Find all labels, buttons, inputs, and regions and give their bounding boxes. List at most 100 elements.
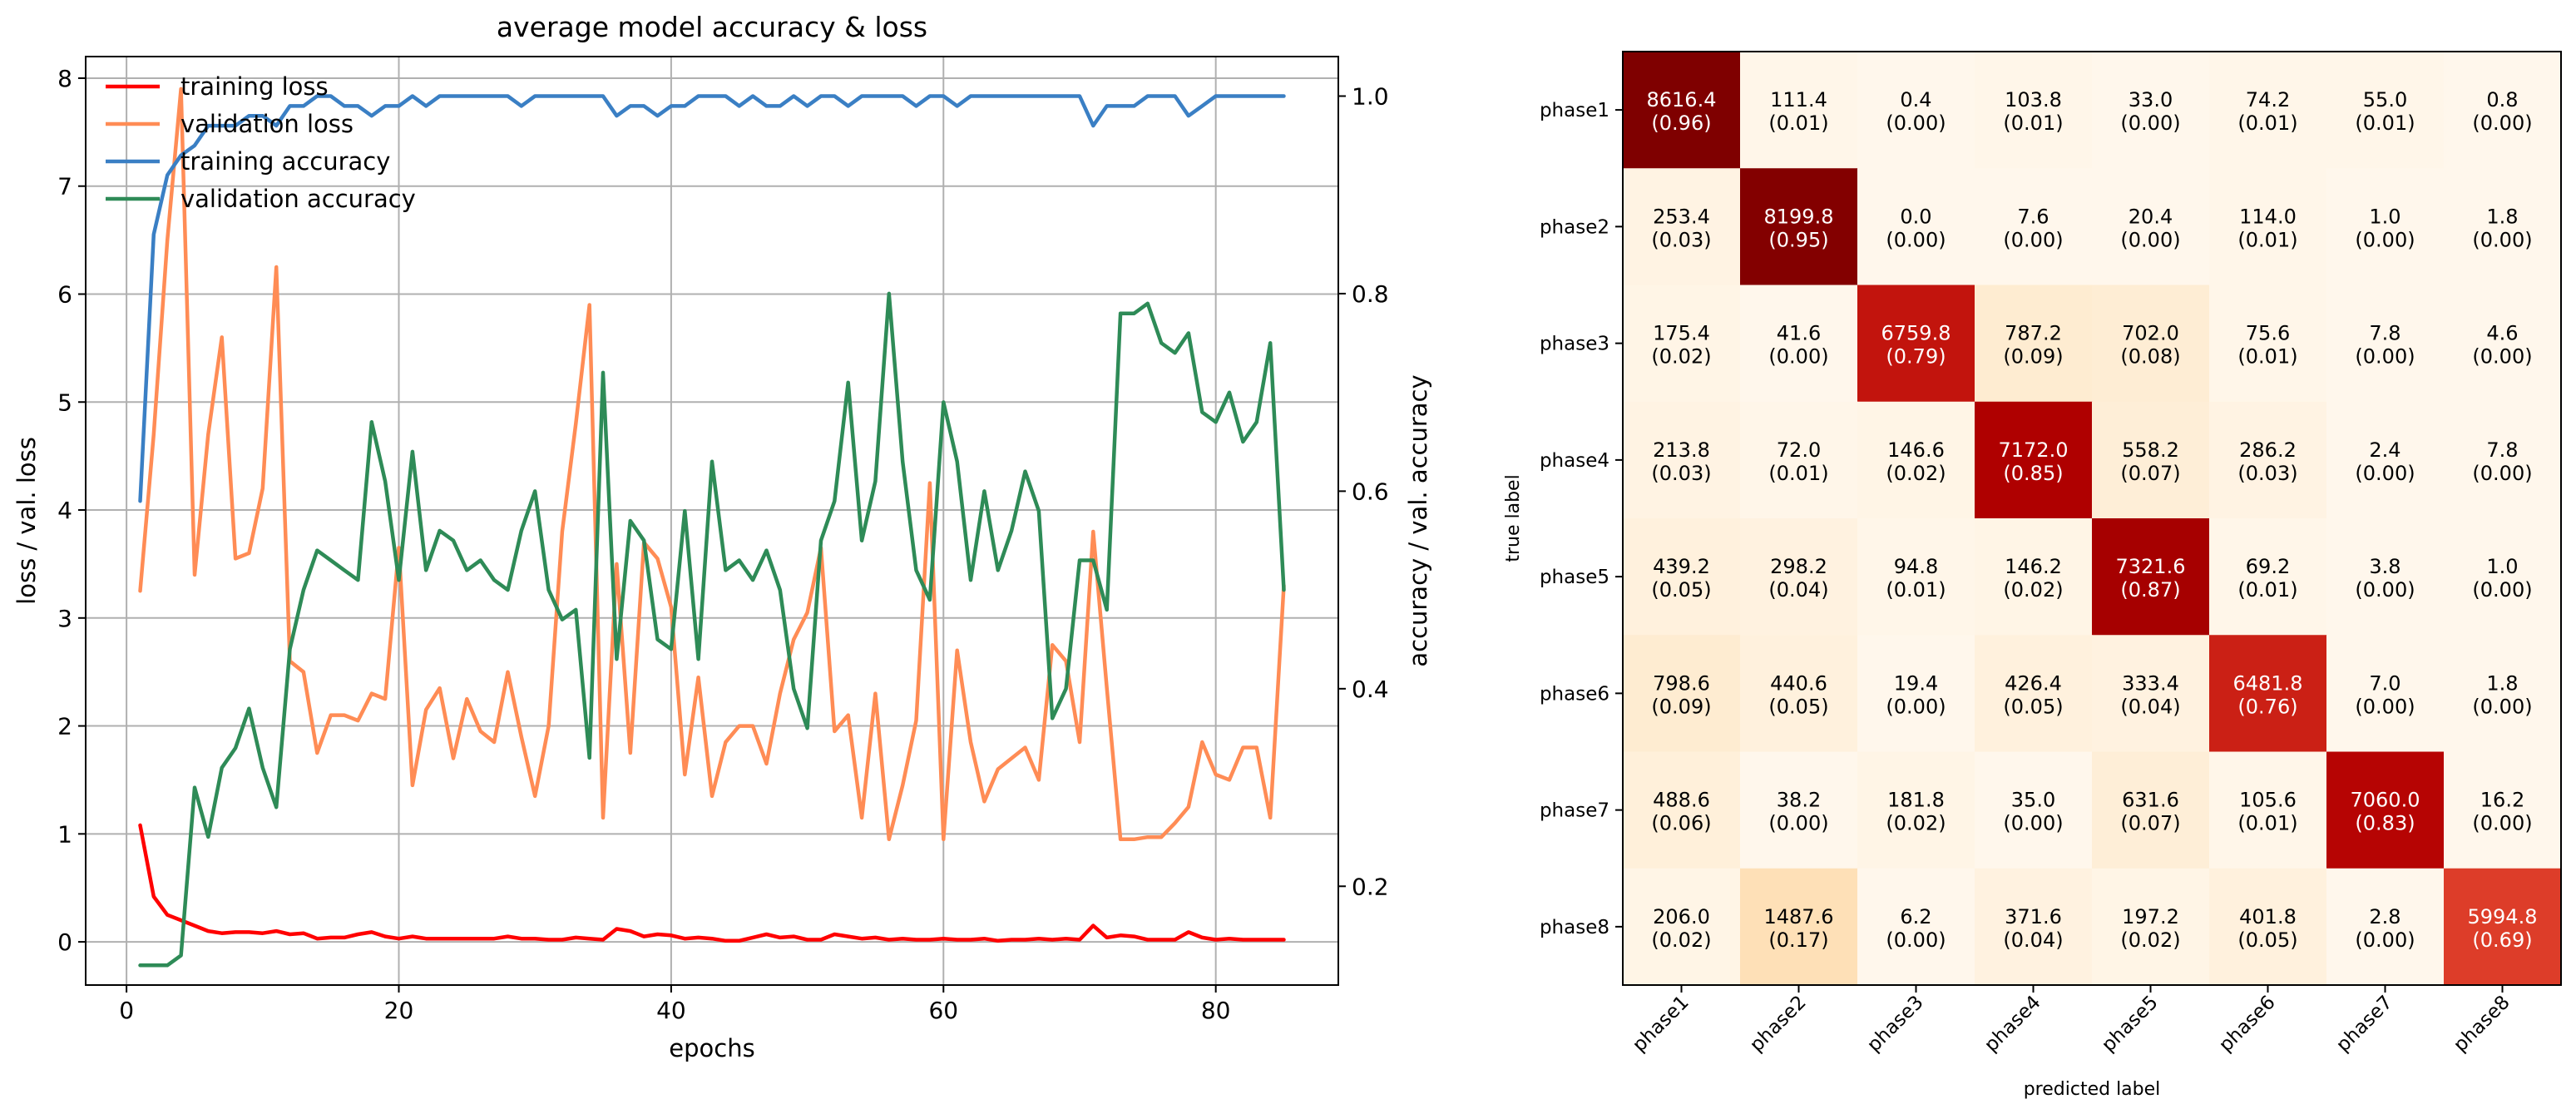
series-line-validation-loss — [138, 87, 1286, 842]
matrix-cell-fraction: (0.00) — [1886, 111, 1946, 135]
matrix-cell-count: 3.8 — [2369, 555, 2400, 578]
matrix-cell-count: 175.4 — [1653, 322, 1710, 345]
matrix-cell-count: 19.4 — [1894, 671, 1938, 695]
matrix-cell-count: 5994.8 — [2468, 905, 2538, 928]
matrix-cell-count: 7060.0 — [2351, 789, 2420, 812]
matrix-cell-fraction: (0.00) — [2472, 228, 2532, 251]
matrix-cell-fraction: (0.00) — [2355, 928, 2415, 952]
matrix-cell — [2209, 401, 2327, 519]
matrix-cell-fraction: (0.03) — [2237, 462, 2297, 485]
y-axis-label: loss / val. loss — [12, 437, 41, 605]
matrix-cell — [2209, 52, 2327, 169]
series-lines — [138, 87, 1286, 968]
col-tick-label: phase5 — [2098, 992, 2163, 1057]
matrix-cell — [2326, 868, 2445, 986]
matrix-cell — [2326, 52, 2445, 169]
matrix-y-axis-label: true label — [1503, 474, 1524, 562]
col-tick-label: phase2 — [1746, 992, 1811, 1057]
matrix-cell — [2092, 401, 2210, 519]
matrix-cell-count: 75.6 — [2246, 322, 2290, 345]
y2-axis-label: accuracy / val. accuracy — [1404, 374, 1432, 666]
matrix-cell — [2444, 635, 2562, 753]
matrix-cell — [1740, 518, 1858, 636]
matrix-cell-count: 1.0 — [2369, 205, 2400, 228]
matrix-cell-count: 20.4 — [2129, 205, 2173, 228]
matrix-cell-count: 286.2 — [2239, 438, 2297, 462]
matrix-cell-fraction: (0.01) — [2237, 228, 2297, 251]
matrix-cell-count: 558.2 — [2122, 438, 2179, 462]
col-tick-label: phase6 — [2215, 992, 2280, 1057]
matrix-cell-count: 69.2 — [2246, 555, 2290, 578]
matrix-cell-fraction: (0.01) — [1768, 462, 1828, 485]
y-tick-label: 7 — [57, 173, 72, 201]
matrix-cell-fraction: (0.17) — [1768, 928, 1828, 952]
matrix-cell-fraction: (0.79) — [1886, 345, 1946, 369]
matrix-cell-fraction: (0.01) — [2237, 345, 2297, 369]
matrix-cell-count: 2.8 — [2369, 905, 2400, 928]
matrix-cell-count: 1.8 — [2486, 671, 2518, 695]
col-tick-label: phase4 — [1980, 992, 2045, 1057]
matrix-cell — [1975, 868, 2093, 986]
matrix-cell-fraction: (0.00) — [2003, 228, 2063, 251]
y2-tick-label: 0.4 — [1352, 676, 1389, 703]
matrix-cell-count: 7172.0 — [1999, 438, 2069, 462]
matrix-cell-fraction: (0.00) — [2472, 578, 2532, 602]
matrix-cell-fraction: (0.01) — [1886, 578, 1946, 602]
matrix-cell — [2326, 285, 2445, 403]
y-tick-label: 5 — [57, 389, 72, 416]
row-tick-label: phase8 — [1540, 917, 1609, 938]
matrix-cell-fraction: (0.00) — [1886, 695, 1946, 718]
matrix-cell-count: 6.2 — [1900, 905, 1931, 928]
row-tick-label: phase2 — [1540, 216, 1609, 238]
gridlines — [86, 57, 1338, 985]
matrix-cell-count: 33.0 — [2129, 88, 2173, 111]
matrix-cell-count: 401.8 — [2239, 905, 2297, 928]
matrix-cell-fraction: (0.01) — [2003, 111, 2063, 135]
matrix-cell-fraction: (0.01) — [2237, 578, 2297, 602]
matrix-cell-fraction: (0.00) — [2472, 462, 2532, 485]
matrix-cell — [2209, 751, 2327, 869]
matrix-cell — [1623, 635, 1741, 753]
matrix-cell-fraction: (0.76) — [2237, 695, 2297, 718]
matrix-cell — [1975, 635, 2093, 753]
matrix-cell-count: 6759.8 — [1881, 322, 1951, 345]
matrix-cell — [2444, 401, 2562, 519]
matrix-cell — [1623, 751, 1741, 869]
matrix-cell — [1623, 868, 1741, 986]
row-tick-label: phase4 — [1540, 450, 1609, 472]
matrix-cell — [2444, 52, 2562, 169]
x-tick-label: 40 — [656, 997, 686, 1024]
col-tick-label: phase7 — [2332, 992, 2397, 1057]
matrix-cell-count: 798.6 — [1653, 671, 1710, 695]
matrix-cell-fraction: (0.02) — [2120, 928, 2180, 952]
matrix-cell — [1857, 401, 1975, 519]
matrix-cell — [2209, 635, 2327, 753]
y-tick-label: 3 — [57, 605, 72, 632]
matrix-cell-fraction: (0.06) — [1651, 812, 1711, 835]
legend-entry: validation loss — [180, 110, 354, 138]
x-tick-label: 60 — [928, 997, 958, 1024]
matrix-cell — [2326, 635, 2445, 753]
matrix-cell-count: 94.8 — [1894, 555, 1938, 578]
matrix-cell — [2092, 751, 2210, 869]
matrix-cell-count: 787.2 — [2005, 322, 2062, 345]
matrix-x-axis-label: predicted label — [2024, 1079, 2161, 1100]
matrix-cell-count: 146.2 — [2005, 555, 2062, 578]
matrix-cell — [1740, 52, 1858, 169]
y-tick-label: 1 — [57, 820, 72, 848]
matrix-cell — [2092, 635, 2210, 753]
col-tick-label: phase3 — [1863, 992, 1928, 1057]
matrix-cell — [2444, 868, 2562, 986]
matrix-cell-count: 8199.8 — [1764, 205, 1834, 228]
matrix-cell-count: 72.0 — [1777, 438, 1821, 462]
matrix-cell-fraction: (0.04) — [1768, 578, 1828, 602]
y-tick-label: 2 — [57, 713, 72, 740]
matrix-cell — [2444, 168, 2562, 286]
matrix-cell-fraction: (0.96) — [1651, 111, 1711, 135]
matrix-cell-count: 6481.8 — [2233, 671, 2303, 695]
matrix-cell-count: 8616.4 — [1647, 88, 1717, 111]
matrix-cell-count: 1.0 — [2486, 555, 2518, 578]
y2-tick-label: 1.0 — [1352, 82, 1389, 110]
matrix-cell-count: 333.4 — [2122, 671, 2179, 695]
matrix-cell-count: 2.4 — [2369, 438, 2400, 462]
